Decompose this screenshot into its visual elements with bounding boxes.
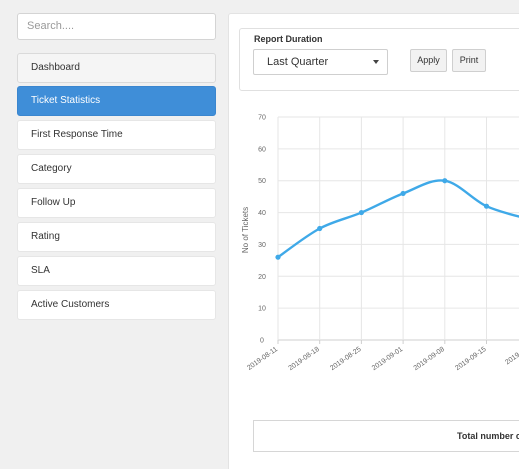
y-tick-label: 40 [258,210,266,217]
y-tick-label: 70 [258,115,266,122]
y-tick-label: 30 [258,242,266,249]
x-axis: 2019-08-11 2019-08-18 2019-08-25 2019-09-01… [246,346,519,372]
report-duration-label: Report Duration [254,34,323,44]
series-points [275,178,490,260]
sidebar-item-ticket-statistics[interactable]: Ticket Statistics [17,86,216,116]
total-tickets-box: Total number c [253,420,519,452]
x-tick-label: 2019-09-15 [454,346,487,372]
x-tick-label: 2019-09-01 [371,346,404,372]
x-tick-label: 2019-08-11 [246,346,279,372]
data-point [275,254,281,260]
data-point [400,190,406,197]
sidebar-item-category[interactable]: Category [17,154,216,184]
x-tick-label: 2019-09-08 [413,346,446,372]
data-point [317,225,323,232]
y-tick-label: 20 [258,274,266,281]
x-tick-label: 2019-09 [504,346,519,367]
chevron-down-icon [373,60,379,64]
sidebar-item-active-customers[interactable]: Active Customers [17,290,216,320]
x-tick-label: 2019-08-18 [287,346,320,372]
sidebar-item-sla[interactable]: SLA [17,256,216,286]
search-input[interactable]: Search.... [17,13,216,40]
data-point [358,209,364,216]
sidebar-item-rating[interactable]: Rating [17,222,216,252]
sidebar-item-first-response-time[interactable]: First Response Time [17,120,216,150]
data-point [442,178,448,184]
y-tick-label: 0 [260,338,264,345]
series-line [277,179,519,259]
print-button[interactable]: Print [452,49,486,72]
sidebar-item-follow-up[interactable]: Follow Up [17,188,216,218]
data-point [483,203,490,209]
y-tick-label: 50 [258,178,266,185]
sidebar-item-dashboard[interactable]: Dashboard [17,53,216,83]
chart-grid [277,116,519,344]
x-tick-label: 2019-08-25 [329,346,362,372]
y-tick-label: 10 [258,306,266,313]
y-axis: 0 10 20 30 40 50 60 70 [258,115,266,345]
report-duration-value: Last Quarter [267,56,329,68]
y-tick-label: 60 [258,146,266,153]
report-duration-select[interactable]: Last Quarter [253,49,388,75]
total-tickets-label: Total number c [457,431,519,441]
y-axis-title: No of Tickets [241,207,250,253]
apply-button[interactable]: Apply [410,49,447,72]
